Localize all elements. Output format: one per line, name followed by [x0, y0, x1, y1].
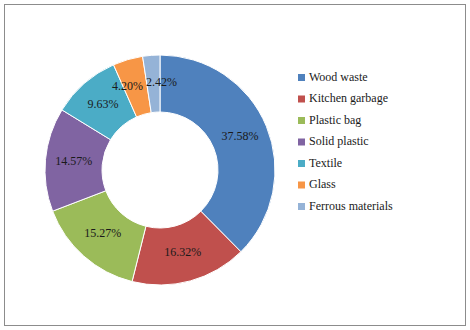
- legend-swatch: [298, 160, 305, 167]
- data-label: 37.58%: [222, 129, 259, 143]
- legend-label: Ferrous materials: [309, 199, 393, 213]
- data-label: 2.42%: [146, 75, 177, 89]
- legend-entry: Solid plastic: [298, 134, 369, 148]
- legend-label: Wood waste: [309, 70, 368, 84]
- slice: [160, 55, 275, 252]
- legend-swatch: [298, 74, 305, 81]
- legend: Wood waste Kitchen garbage Plastic bag Soli…: [298, 70, 393, 213]
- legend-entry: Wood waste: [298, 70, 368, 84]
- legend-entry: Textile: [298, 156, 342, 170]
- slice: [132, 211, 241, 285]
- legend-swatch: [298, 203, 305, 210]
- legend-swatch: [298, 117, 305, 124]
- plot: 37.58% 16.32% 15.27% 14.57% 9.63% 4.20%2.42%: [45, 55, 275, 285]
- legend-entry: Ferrous materials: [298, 199, 393, 213]
- data-label: 15.27%: [84, 226, 121, 240]
- legend-swatch: [298, 139, 305, 146]
- data-labels: 37.58% 16.32% 15.27% 14.57% 9.63% 4.20%2.42%: [55, 75, 258, 259]
- slices: [45, 55, 275, 285]
- chart: 37.58% 16.32% 15.27% 14.57% 9.63% 4.20%2.42% W…: [0, 0, 470, 330]
- legend-swatch: [298, 182, 305, 189]
- legend-label: Glass: [309, 177, 336, 191]
- legend-entry: Glass: [298, 177, 336, 191]
- legend-entry: Kitchen garbage: [298, 91, 388, 105]
- legend-label: Kitchen garbage: [309, 91, 388, 105]
- legend-label: Plastic bag: [309, 113, 361, 127]
- legend-entry: Plastic bag: [298, 113, 361, 127]
- legend-label: Textile: [309, 156, 342, 170]
- chart-frame: [5, 5, 466, 326]
- legend-label: Solid plastic: [309, 134, 369, 148]
- legend-swatch: [298, 96, 305, 103]
- data-label: 9.63%: [88, 97, 119, 111]
- data-label: 4.20%: [112, 79, 143, 93]
- data-label: 16.32%: [164, 245, 201, 259]
- data-label: 14.57%: [55, 154, 92, 168]
